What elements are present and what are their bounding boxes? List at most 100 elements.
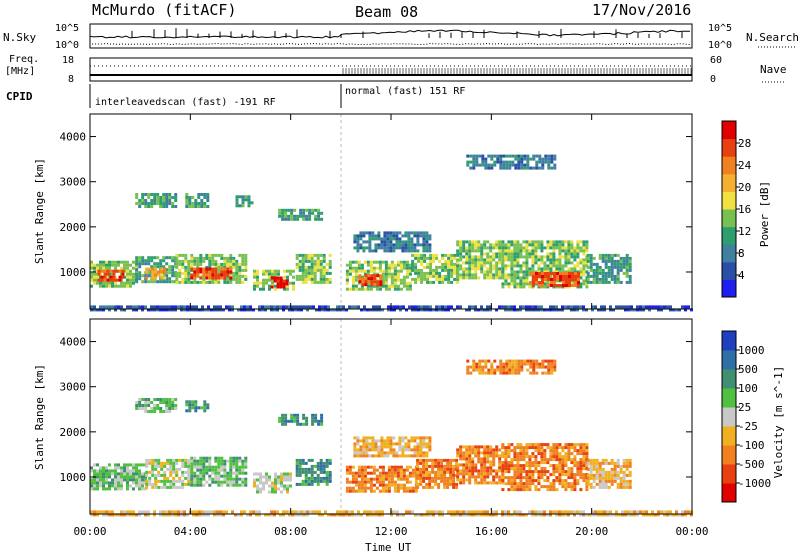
power-cell bbox=[546, 270, 550, 274]
velocity-cell bbox=[598, 467, 602, 471]
velocity-cell bbox=[507, 470, 511, 474]
velocity-cell bbox=[413, 445, 417, 449]
velocity-cell bbox=[369, 489, 373, 493]
power-cell bbox=[570, 267, 574, 271]
power-cell bbox=[210, 308, 213, 312]
power-cell bbox=[441, 265, 445, 269]
power-cell bbox=[319, 277, 323, 281]
power-cell bbox=[496, 157, 500, 161]
power-cell bbox=[552, 252, 556, 256]
power-cell bbox=[552, 240, 556, 244]
power-cell bbox=[190, 273, 194, 277]
velocity-cell bbox=[474, 513, 477, 517]
power-cell bbox=[384, 284, 388, 288]
velocity-cell bbox=[371, 442, 375, 446]
power-cell bbox=[214, 276, 218, 280]
power-cell bbox=[399, 260, 403, 264]
power-cell bbox=[425, 249, 429, 253]
power-cell bbox=[259, 281, 262, 285]
power-cell bbox=[447, 256, 451, 260]
velocity-cell bbox=[408, 465, 412, 469]
power-cell bbox=[490, 163, 494, 167]
power-cell bbox=[268, 269, 271, 273]
power-cell bbox=[645, 305, 648, 309]
velocity-cell bbox=[151, 458, 155, 462]
power-cell bbox=[111, 305, 114, 309]
velocity-cell bbox=[220, 456, 224, 460]
velocity-cell bbox=[449, 467, 453, 471]
velocity-cell bbox=[268, 478, 271, 482]
power-cell bbox=[187, 259, 191, 263]
velocity-cell bbox=[510, 461, 514, 465]
power-cell bbox=[571, 275, 574, 278]
velocity-cell bbox=[213, 513, 216, 517]
power-cell bbox=[159, 265, 163, 269]
power-cell bbox=[159, 308, 162, 312]
velocity-cell bbox=[525, 461, 529, 465]
velocity-cell bbox=[387, 465, 391, 469]
noise-sky-trace bbox=[89, 29, 690, 39]
velocity-cell bbox=[520, 359, 524, 363]
velocity-cell bbox=[526, 368, 530, 372]
power-cell bbox=[522, 305, 525, 309]
velocity-cell bbox=[252, 510, 255, 514]
power-cell bbox=[202, 256, 206, 260]
velocity-cell bbox=[419, 473, 423, 477]
power-cell bbox=[322, 280, 326, 284]
velocity-cell bbox=[223, 465, 227, 469]
power-cell bbox=[471, 273, 475, 277]
velocity-cell bbox=[486, 472, 490, 476]
power-cell bbox=[435, 271, 439, 275]
power-cell bbox=[477, 249, 481, 253]
power-cell bbox=[138, 256, 142, 260]
power-cell bbox=[543, 267, 547, 271]
power-cell bbox=[374, 246, 378, 250]
velocity-cell bbox=[459, 463, 463, 467]
velocity-cell bbox=[507, 513, 510, 517]
power-cell bbox=[525, 273, 529, 277]
velocity-cell bbox=[295, 467, 299, 471]
velocity-cell bbox=[625, 461, 629, 465]
power-cell bbox=[528, 267, 532, 271]
power-cell bbox=[534, 305, 537, 309]
velocity-cell bbox=[440, 461, 444, 465]
velocity-cell bbox=[516, 461, 520, 465]
power-cell bbox=[276, 308, 279, 312]
velocity-cell bbox=[459, 469, 463, 473]
velocity-cell bbox=[534, 458, 538, 462]
power-cell bbox=[525, 246, 529, 250]
velocity-cell bbox=[516, 513, 519, 517]
velocity-cell bbox=[570, 446, 574, 450]
velocity-cell bbox=[90, 469, 93, 473]
velocity-cell bbox=[483, 463, 487, 467]
power-cell bbox=[568, 284, 571, 287]
power-cell bbox=[504, 264, 508, 268]
velocity-cell bbox=[522, 470, 526, 474]
power-cell bbox=[453, 262, 457, 266]
power-cell bbox=[310, 253, 314, 257]
velocity-cell bbox=[486, 469, 490, 473]
power-cell bbox=[577, 281, 580, 284]
velocity-cell bbox=[462, 451, 466, 455]
power-cell bbox=[174, 305, 177, 309]
power-cell bbox=[592, 274, 596, 278]
velocity-cell bbox=[540, 458, 544, 462]
power-cell bbox=[459, 273, 463, 277]
power-cell bbox=[607, 268, 611, 272]
power-cell bbox=[474, 240, 478, 244]
power-cell bbox=[214, 273, 218, 277]
power-cell bbox=[564, 246, 568, 250]
power-cell bbox=[426, 265, 430, 269]
power-cell bbox=[550, 160, 554, 164]
velocity-cell bbox=[543, 455, 547, 459]
power-cell bbox=[582, 246, 586, 250]
velocity-cell bbox=[516, 510, 519, 514]
power-cell bbox=[616, 259, 620, 263]
power-cell bbox=[558, 243, 562, 247]
power-cell bbox=[564, 249, 568, 253]
power-cell bbox=[243, 308, 246, 312]
power-cell bbox=[501, 270, 505, 274]
velocity-cell bbox=[429, 510, 432, 514]
velocity-cell bbox=[456, 472, 460, 476]
velocity-cell bbox=[622, 476, 626, 480]
